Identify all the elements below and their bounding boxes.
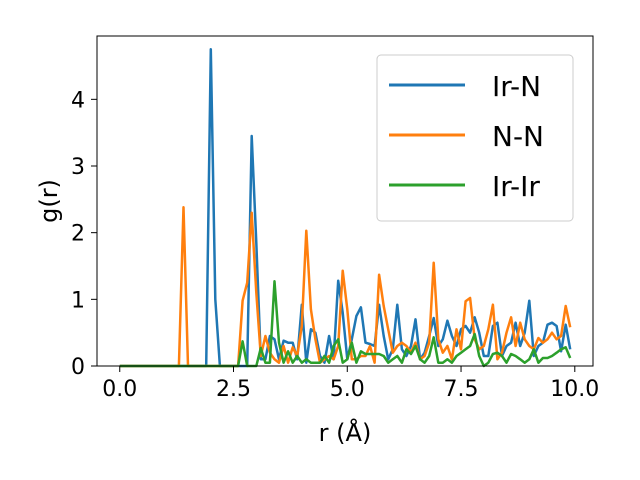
series-layer [119, 48, 572, 368]
y-tick-label: 3 [71, 155, 85, 180]
y-tick-label: 4 [71, 88, 85, 113]
legend-label: Ir-N [492, 70, 541, 103]
legend: Ir-N N-N Ir-Ir [376, 54, 574, 222]
y-tick-label: 1 [71, 288, 85, 313]
series-line-2 [119, 280, 572, 368]
y-axis-label: g(r) [35, 179, 63, 223]
x-tick-label: 2.5 [216, 377, 251, 402]
series-line-1 [119, 206, 572, 368]
x-tick-label: 5.0 [330, 377, 365, 402]
x-tick-label: 10.0 [550, 377, 599, 402]
legend-box [376, 54, 574, 222]
y-axis: 0 1 2 3 4 [71, 88, 97, 380]
legend-label: N-N [492, 120, 544, 153]
x-axis: 0.0 2.5 5.0 7.5 10.0 [102, 366, 599, 402]
y-tick-label: 0 [71, 355, 85, 380]
y-tick-label: 2 [71, 222, 85, 247]
x-tick-label: 7.5 [444, 377, 479, 402]
legend-label: Ir-Ir [492, 170, 540, 203]
x-axis-label: r (Å) [319, 418, 372, 447]
x-tick-label: 0.0 [102, 377, 137, 402]
plot-frame [96, 35, 594, 367]
